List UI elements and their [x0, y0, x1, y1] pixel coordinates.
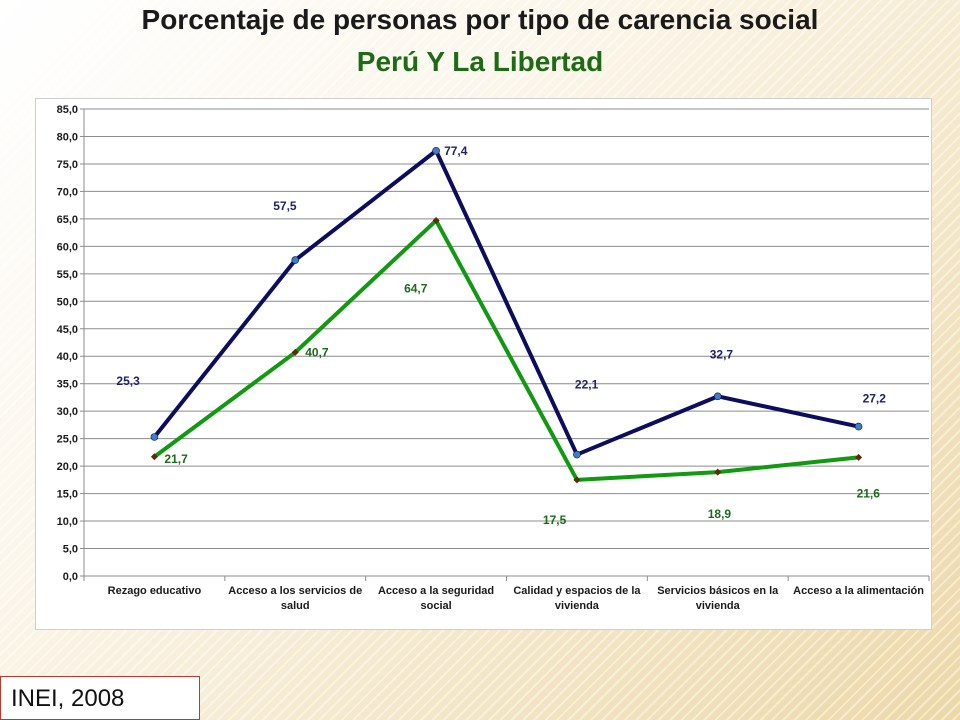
data-point — [855, 453, 863, 461]
x-category-label: Calidad y espacios de la — [513, 585, 641, 597]
series-line — [152, 148, 860, 457]
data-label: 77,4 — [444, 144, 468, 158]
y-tick-label: 70,0 — [57, 186, 78, 198]
data-point — [291, 348, 299, 356]
data-point — [150, 433, 159, 441]
y-tick-label: 55,0 — [57, 269, 78, 281]
x-category-label: Servicios básicos en la — [657, 585, 779, 597]
y-tick-label: 40,0 — [57, 351, 78, 363]
y-tick-label: 15,0 — [57, 489, 78, 501]
chart-title: Porcentaje de personas por tipo de caren… — [141, 4, 819, 35]
y-tick-label: 50,0 — [57, 296, 78, 308]
x-category-label: vivienda — [696, 600, 741, 612]
x-category-label: social — [420, 600, 451, 612]
x-category-label: salud — [281, 600, 310, 612]
data-point — [573, 450, 581, 459]
data-label: 17,5 — [543, 513, 567, 527]
data-label: 18,9 — [708, 507, 732, 521]
x-category-label: vivienda — [555, 600, 600, 612]
x-category-label: Rezago educativo — [108, 585, 202, 597]
y-tick-label: 60,0 — [57, 241, 78, 253]
y-tick-label: 65,0 — [57, 214, 78, 226]
x-category-label: Acceso a la alimentación — [793, 585, 924, 597]
y-tick-label: 25,0 — [57, 434, 78, 446]
x-category-label: Acceso a los servicios de — [228, 585, 362, 597]
x-category-label: Acceso a la seguridad — [378, 585, 494, 597]
data-label: 21,6 — [857, 486, 881, 500]
data-label: 27,2 — [863, 392, 887, 406]
data-point — [573, 476, 581, 484]
data-point — [713, 392, 722, 401]
series-line — [153, 218, 859, 482]
data-point — [432, 217, 440, 225]
line-chart: 0,0 5,0 10,0 15,0 20,0 25,0 30,0 35,0 40,0 45,0 50… — [57, 104, 930, 612]
y-tick-label: 35,0 — [57, 379, 78, 391]
y-tick-label: 80,0 — [57, 131, 78, 143]
data-point — [291, 256, 300, 264]
data-point — [432, 146, 440, 155]
data-label: 21,7 — [164, 452, 188, 466]
data-label: 57,5 — [273, 199, 297, 213]
y-tick-label: 30,0 — [57, 406, 78, 418]
data-label: 32,7 — [710, 347, 734, 361]
source-label: INEI, 2008 — [0, 676, 200, 720]
y-tick-label: 45,0 — [57, 324, 78, 336]
data-point — [854, 422, 863, 431]
y-tick-label: 10,0 — [57, 516, 78, 528]
data-point — [714, 468, 722, 476]
y-tick-label: 85,0 — [57, 104, 78, 116]
data-label: 40,7 — [305, 345, 329, 359]
y-tick-label: 5,0 — [63, 544, 78, 556]
data-label: 64,7 — [404, 282, 428, 296]
chart-area: 0,0 5,0 10,0 15,0 20,0 25,0 30,0 35,0 40,0 45,0 50… — [35, 98, 932, 630]
y-tick-label: 20,0 — [57, 461, 78, 473]
y-tick-label: 0,0 — [63, 571, 78, 583]
y-tick-label: 75,0 — [57, 159, 78, 171]
data-label: 22,1 — [575, 378, 599, 392]
data-label: 25,3 — [116, 374, 140, 388]
data-point — [150, 453, 158, 461]
chart-subtitle: Perú Y La Libertad — [356, 46, 604, 77]
